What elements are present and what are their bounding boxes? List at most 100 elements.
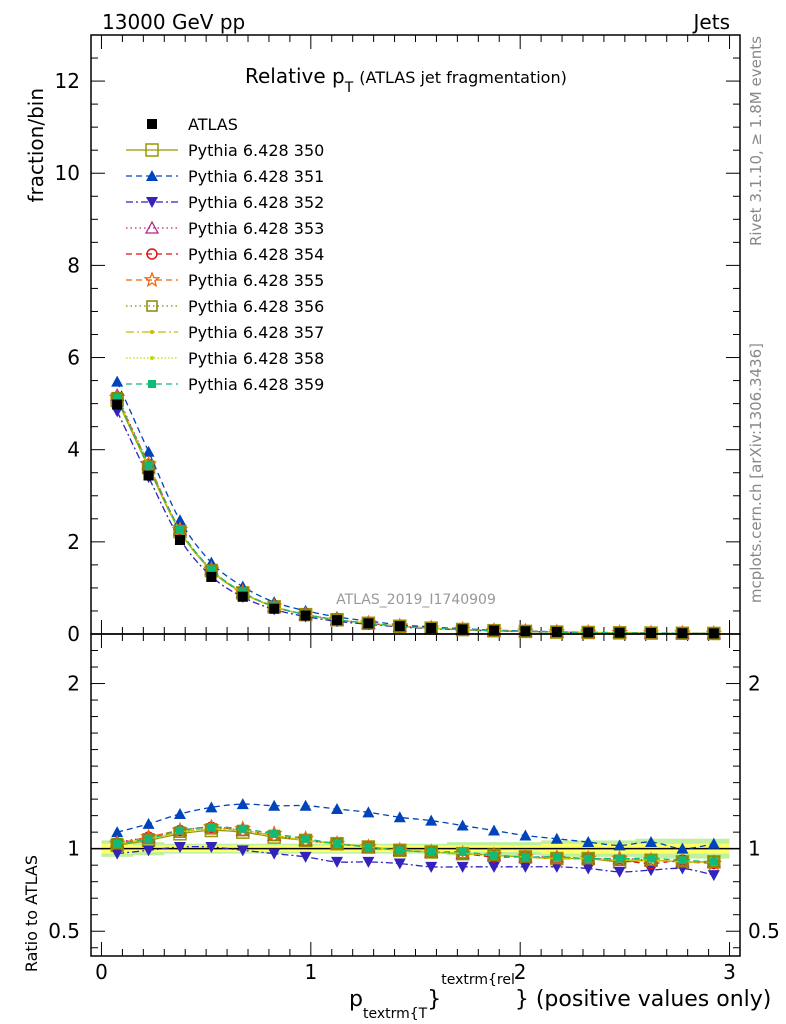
main-y-tick-label: 4 [67,438,80,462]
legend-marker [150,356,154,360]
legend-marker [146,197,158,208]
series-point-ratio [111,837,123,850]
main-y-tick-label: 2 [67,530,80,554]
series-point-ratio [582,836,595,848]
series-point-ratio [330,856,343,868]
atlas-point [143,470,154,481]
atlas-point [426,623,437,634]
series-point-ratio [113,839,122,848]
atlas-point [457,624,468,635]
series-point-ratio [142,845,155,857]
main-y-tick-label: 12 [55,69,80,93]
series-line-main [116,397,714,635]
x-axis-label-sup: textrm{rel [441,972,515,988]
series-point-ratio [362,856,375,868]
series-point-ratio [488,824,501,836]
atlas-point [614,627,625,638]
main-y-tick-label: 8 [67,253,80,277]
legend-entry: Pythia 6.428 352 [126,193,324,212]
legend-label: Pythia 6.428 359 [188,375,324,394]
series-point-ratio [676,842,689,854]
series-point-ratio [364,843,373,852]
series-point-ratio [268,848,281,860]
atlas-point [551,626,562,637]
series-point-main [175,525,184,534]
atlas-point [489,625,500,636]
series-point-ratio [144,834,153,843]
legend-marker [145,143,159,157]
atlas-point [520,626,531,637]
data-series-layer [108,375,723,882]
atlas-point [646,627,657,638]
header-left-label: 13000 GeV pp [102,10,245,34]
legend-marker [150,330,154,334]
ratio-y-tick-label: 2 [67,672,80,696]
series-point-main [113,393,122,402]
series-point-ratio [270,829,279,838]
atlas-point [363,618,374,629]
series-point-ratio [613,839,626,851]
series-point-main [173,514,186,526]
series-point-ratio [142,833,155,845]
series-point-ratio [207,823,216,832]
series-point-ratio [613,866,626,878]
legend-entry: Pythia 6.428 350 [126,141,324,160]
series-point-ratio [707,870,720,882]
series-point-ratio [519,829,532,841]
legend-marker [144,220,160,234]
series-point-ratio [456,819,469,831]
series-point-ratio [173,807,186,819]
legend-entry: Pythia 6.428 358 [126,349,324,368]
x-tick-label: 0 [95,960,108,984]
legend-entry: Pythia 6.428 359 [126,375,324,394]
series-point-ratio [582,863,595,875]
analysis-watermark: ATLAS_2019_I1740909 [336,592,496,608]
legend-marker [146,248,158,260]
legend-label: Pythia 6.428 358 [188,349,324,368]
main-y-axis-label: fraction/bin [24,88,48,203]
series-point-ratio [238,824,247,833]
legend-label: ATLAS [188,115,238,134]
series-point-main [111,375,124,387]
series-point-ratio [301,834,310,843]
legend-entry: Pythia 6.428 357 [126,323,324,342]
series-point-ratio [584,854,593,863]
atlas-points-top [112,399,719,639]
series-3 [111,406,720,882]
legend-label: Pythia 6.428 351 [188,167,324,186]
x-axis-label-p: p [349,987,363,1012]
legend-label: Pythia 6.428 350 [188,141,324,160]
series-point-ratio [456,861,469,873]
legend-label: Pythia 6.428 357 [188,323,324,342]
series-point-ratio [490,851,499,860]
atlas-point [237,591,248,602]
atlas-point [677,628,688,639]
series-point-ratio [268,799,281,811]
legend-label: Pythia 6.428 352 [188,193,324,212]
legend-marker [147,119,157,129]
atlas-point [394,621,405,632]
series-point-ratio [111,826,124,838]
x-axis-label-brace: } [427,987,441,1012]
series-point-ratio [550,832,563,844]
series-point-ratio [330,803,343,815]
series-point-ratio [678,856,687,865]
ratio-plot-frame [90,633,741,957]
ratio-y-tick-label: 0.5 [48,919,80,943]
legend-marker [143,271,161,288]
series-point-ratio [645,836,658,848]
series-point-ratio [393,858,406,870]
series-point-ratio [362,806,375,818]
series-point-ratio [521,852,530,861]
atlas-point [583,627,594,638]
series-point-ratio [615,854,624,863]
atlas-point [331,615,342,626]
series-point-ratio [111,848,124,860]
legend-label: Pythia 6.428 356 [188,297,324,316]
ratio-y-tick-label-right: 1 [748,837,761,861]
legend-label: Pythia 6.428 355 [188,271,324,290]
legend-label: Pythia 6.428 353 [188,219,324,238]
plot-title-main: Relative p [245,64,345,88]
